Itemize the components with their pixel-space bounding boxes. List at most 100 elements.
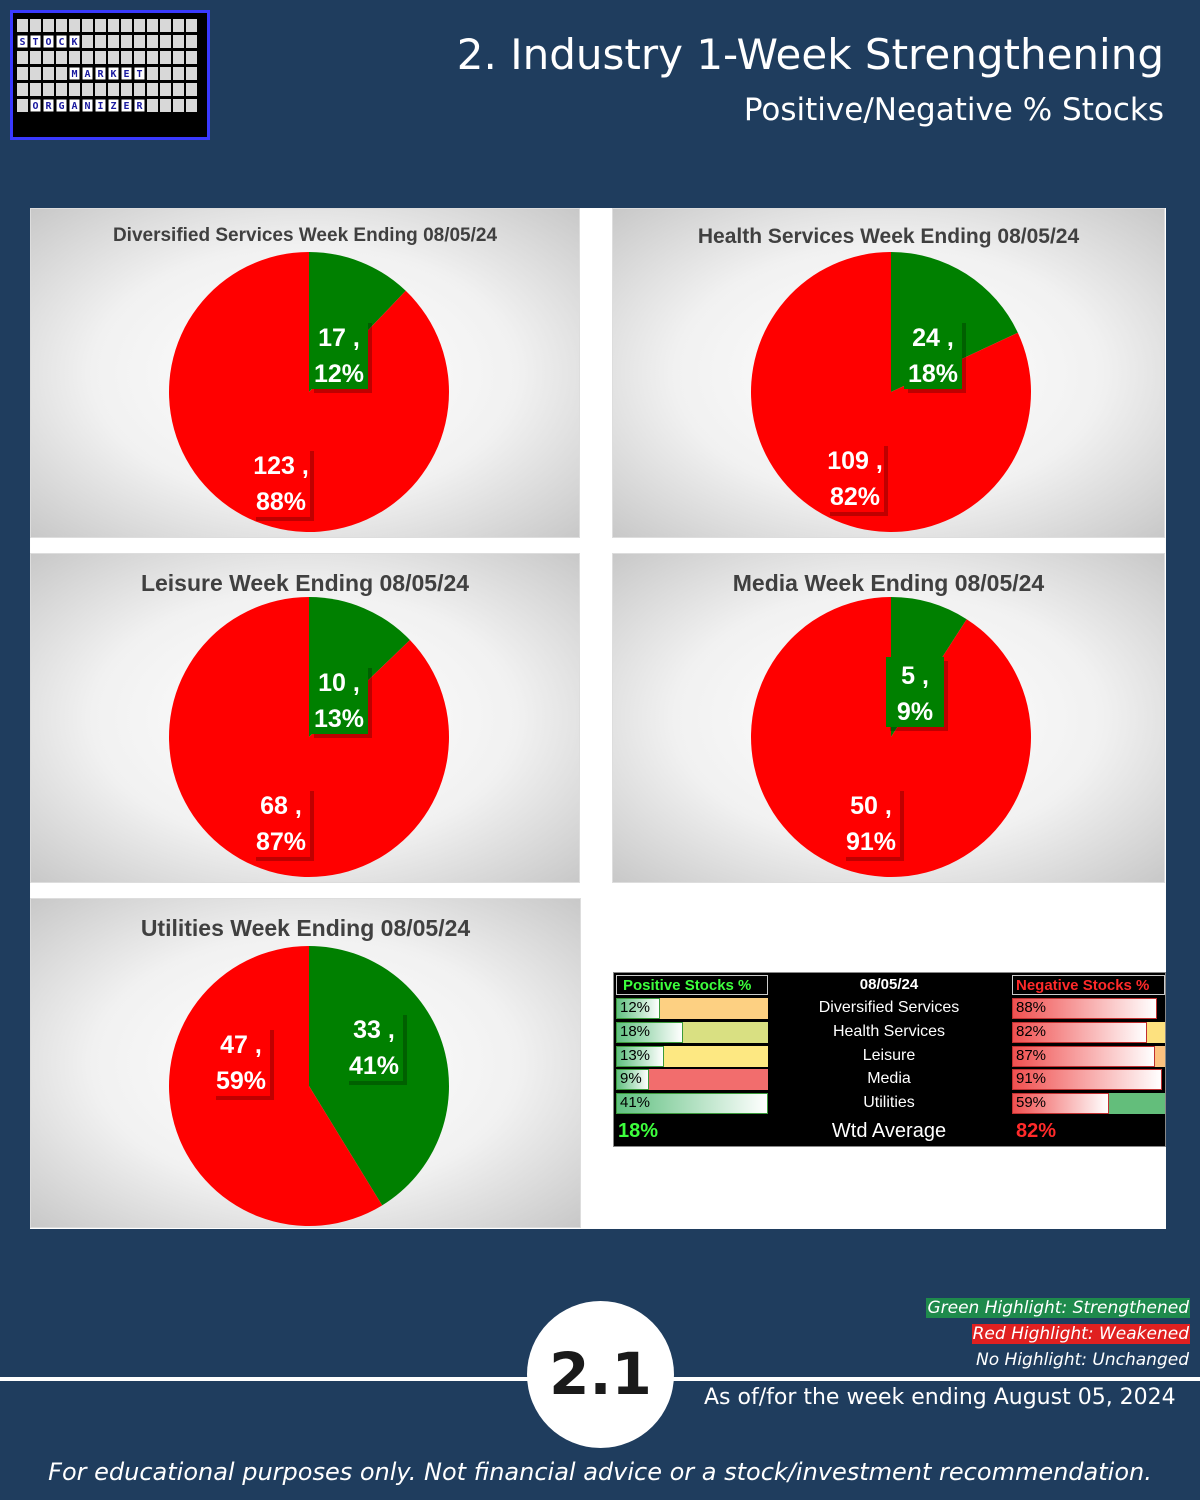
summary-row: 18% Health Services 82% [614, 1021, 1167, 1044]
logo-tile [56, 83, 67, 96]
data-label-box [904, 319, 962, 389]
logo-tile [121, 35, 132, 48]
positive-value: 13% [620, 1046, 651, 1064]
logo-letter-tile [55, 98, 68, 113]
logo-tile [30, 67, 41, 80]
logo-letter-tile [81, 66, 94, 81]
logo-tile [160, 51, 171, 64]
logo-tile [160, 19, 171, 32]
data-label-percent: 9% [897, 698, 933, 726]
positive-value: 9% [620, 1070, 642, 1088]
negative-bar [1012, 1093, 1110, 1115]
logo-tile [82, 83, 93, 96]
logo-letter: A [84, 69, 90, 80]
logo-letter-tile [107, 98, 120, 113]
positive-bar [616, 1021, 683, 1043]
negative-bar [1012, 1069, 1162, 1091]
negative-cell: 59% [1012, 1093, 1165, 1115]
logo-letter-tile [16, 34, 29, 49]
negative-cell: 88% [1012, 998, 1165, 1019]
summary-row: 9% Media 91% [614, 1068, 1167, 1091]
data-label-percent: 82% [830, 483, 880, 511]
logo-letter: K [71, 37, 77, 48]
as-of-date: As of/for the week ending August 05, 202… [704, 1385, 1176, 1410]
logo-tile [56, 51, 67, 64]
negative-cell: 91% [1012, 1069, 1165, 1091]
logo-tile [147, 99, 158, 112]
logo-tile [43, 51, 54, 64]
logo-letter-tile [29, 98, 42, 113]
negative-bar [1012, 998, 1157, 1019]
positive-bar [616, 1093, 768, 1115]
logo-tile [134, 51, 145, 64]
data-label-box [212, 1026, 270, 1096]
logo-tile [82, 19, 93, 32]
page-number-badge: 2.1 [527, 1301, 674, 1448]
industry-name: Leisure [862, 1046, 916, 1064]
data-label-percent: 91% [846, 828, 896, 856]
logo-letter: T [32, 37, 38, 48]
pie-slice-negative [169, 252, 450, 532]
data-label-box [310, 319, 368, 389]
logo-tile [69, 19, 80, 32]
wtd-average-negative: 82% [1016, 1120, 1057, 1142]
pie-chart-card: Diversified Services Week Ending 08/05/2… [30, 208, 580, 538]
pie-chart-card: Health Services Week Ending 08/05/24 24 ,… [612, 208, 1165, 538]
pie-chart: 5 , 9% 50 , 91% [751, 597, 1031, 877]
logo-letter-tile [81, 98, 94, 113]
positive-value: 41% [620, 1094, 651, 1112]
logo-tile [95, 35, 106, 48]
data-label-count: 17 , [318, 324, 360, 352]
wtd-average-positive: 18% [618, 1120, 659, 1142]
logo-letter-tile [68, 98, 81, 113]
chart-title: Media Week Ending 08/05/24 [732, 570, 1045, 596]
logo-letter-tile [55, 34, 68, 49]
pie-chart: 17 , 12% 123 , 88% [169, 252, 450, 532]
data-label-percent: 13% [314, 705, 364, 733]
data-label-count: 68 , [260, 792, 302, 820]
logo-letter: K [110, 69, 116, 80]
industry-name: Media [867, 1070, 911, 1088]
logo-tile [134, 19, 145, 32]
positive-bar [616, 1045, 665, 1067]
logo-tile [147, 83, 158, 96]
positive-cell: 41% [616, 1093, 768, 1115]
logo-tile [173, 99, 184, 112]
logo-tile [69, 51, 80, 64]
logo-tile [186, 35, 197, 48]
logo-tile [147, 19, 158, 32]
logo-grid: S T O C KM A R K E TO R G A N I Z E R [16, 19, 197, 113]
logo-tile [95, 83, 106, 96]
data-label-percent: 41% [349, 1052, 399, 1080]
negative-value: 82% [1016, 1022, 1047, 1040]
industry-name: Utilities [863, 1094, 915, 1112]
data-label-count: 47 , [220, 1031, 262, 1059]
logo-letter-tile [120, 98, 133, 113]
logo-tile [56, 19, 67, 32]
negative-value: 91% [1016, 1070, 1047, 1088]
logo-letter: E [123, 69, 129, 80]
logo-tile [173, 35, 184, 48]
pie-chart-card: Leisure Week Ending 08/05/24 10 , 13% 68 , 8… [30, 553, 580, 883]
logo-tile [17, 99, 28, 112]
logo-tile [186, 99, 197, 112]
legend-unchanged: No Highlight: Unchanged [976, 1350, 1189, 1370]
logo-tile [82, 51, 93, 64]
logo-letter-tile [133, 66, 146, 81]
pie-chart-card: Utilities Week Ending 08/05/24 33 , 41% 47 … [30, 898, 581, 1228]
logo-tile [160, 35, 171, 48]
logo-letter: G [58, 101, 64, 112]
data-label-box [252, 787, 310, 857]
logo-letter: S [19, 37, 25, 48]
logo-tile [17, 83, 28, 96]
logo-letter: A [71, 101, 77, 112]
data-label-count: 33 , [353, 1016, 395, 1044]
logo-tile [30, 19, 41, 32]
industry-name: Diversified Services [818, 999, 960, 1016]
industry-name: Health Services [832, 1022, 946, 1040]
pie-chart: 24 , 18% 109 , 82% [751, 252, 1031, 532]
pie-chart: 10 , 13% 68 , 87% [169, 597, 450, 877]
date-header: 08/05/24 [859, 976, 919, 993]
data-label-count: 50 , [850, 792, 892, 820]
logo-letter: I [97, 101, 103, 112]
